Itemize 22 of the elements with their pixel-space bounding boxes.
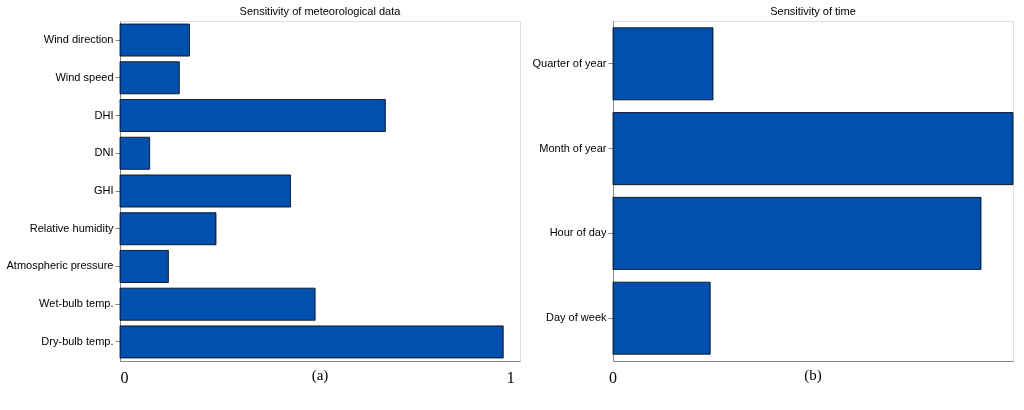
y-tick-label: Wet-bulb temp.	[39, 297, 114, 310]
y-tick-label: Month of year	[539, 141, 607, 154]
y-tick-label: Relative humidity	[29, 221, 114, 234]
bar	[612, 196, 982, 270]
y-tick-label: Dry-bulb temp.	[41, 334, 114, 347]
y-tick-label: DNI	[94, 146, 114, 159]
y-tick-label: Day of week	[545, 311, 607, 324]
y-tick-label: GHI	[93, 184, 114, 196]
y-tick-label: DHI	[94, 108, 114, 121]
text: (b)	[804, 367, 822, 384]
x-tick-label: 1	[506, 368, 515, 386]
y-tick-label: Wind direction	[43, 33, 114, 46]
chart-title: Sensitivity of meteorological data	[239, 5, 402, 17]
y-tick-label: Quarter of year	[532, 56, 607, 69]
y-tick-label: Hour of day	[549, 226, 607, 239]
bar	[612, 281, 711, 355]
y-tick-label: Atmospheric pressure	[6, 259, 114, 272]
chart-title: Sensitivity of time	[770, 5, 856, 17]
y-tick-label: Wind speed	[55, 70, 114, 83]
bar	[612, 112, 1014, 186]
text: (a)	[311, 367, 329, 384]
bar	[612, 27, 714, 101]
